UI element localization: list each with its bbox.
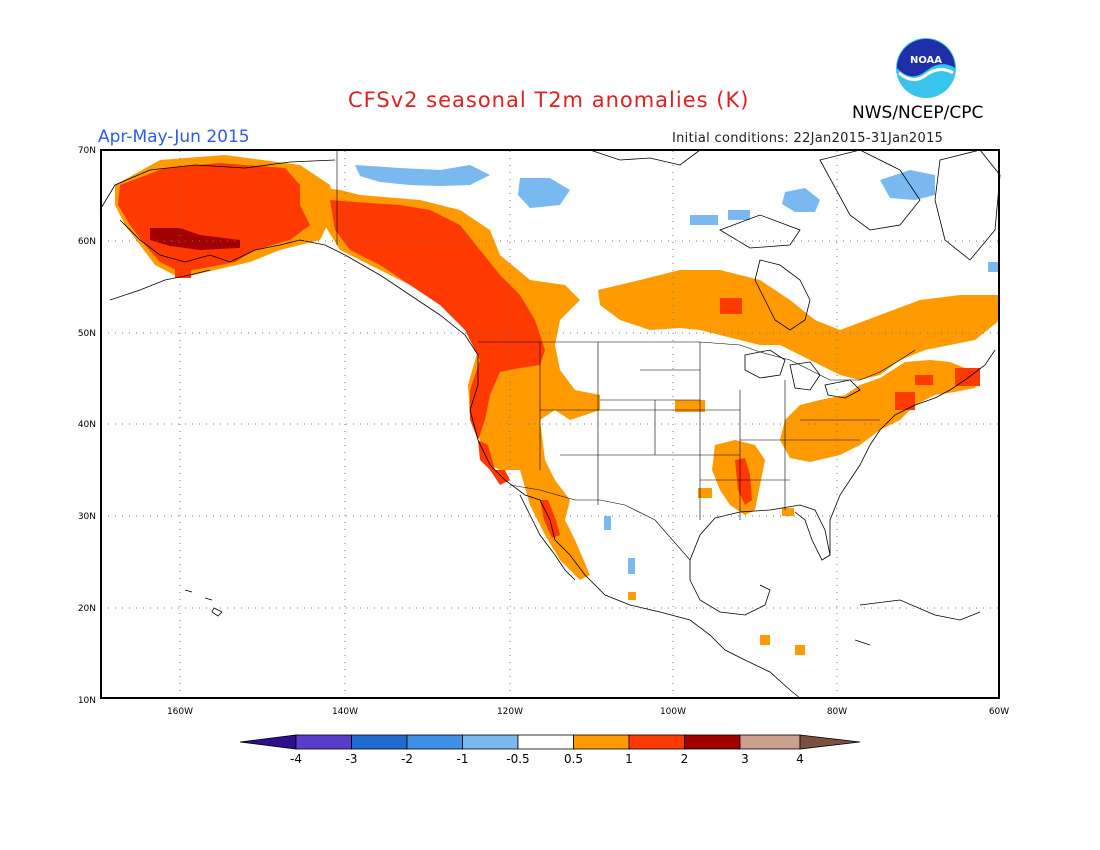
lon-label: 60W xyxy=(989,707,1009,717)
lon-label: 160W xyxy=(167,707,193,717)
colorbar-swatch xyxy=(295,734,352,750)
colorbar-label: -2 xyxy=(401,752,413,766)
lat-label: 30N xyxy=(78,512,96,522)
colorbar-swatch xyxy=(684,734,741,750)
anomaly-mexico-cold-2 xyxy=(628,558,635,574)
anomaly-northeast-red-3 xyxy=(915,375,933,385)
colorbar-label: 1 xyxy=(625,752,633,766)
lon-labels: 160W 140W 120W 100W 80W 60W xyxy=(167,707,1009,717)
forecast-period: Apr-May-Jun 2015 xyxy=(98,127,250,147)
colorbar-labels: -4 -3 -2 -1 -0.5 0.5 1 2 3 4 xyxy=(290,752,804,766)
anomaly-arctic-cold-7 xyxy=(988,262,998,272)
noaa-logo: NOAA xyxy=(896,38,956,98)
lon-label: 120W xyxy=(497,707,523,717)
anomaly-shading xyxy=(115,155,1000,655)
lon-label: 140W xyxy=(332,707,358,717)
anomaly-speck-1 xyxy=(698,488,712,498)
anomaly-arctic-cold-4 xyxy=(728,210,750,220)
anomaly-northeast-us xyxy=(780,360,980,462)
anomaly-arctic-cold-6 xyxy=(880,170,935,200)
anomaly-arctic-cold-1 xyxy=(355,165,490,186)
colorbar-swatch xyxy=(628,734,685,750)
colorbar-label: -3 xyxy=(346,752,358,766)
anomaly-arctic-cold-2 xyxy=(518,178,570,208)
anomaly-mississippi-red xyxy=(735,458,752,505)
anomaly-central-canada-red xyxy=(720,298,742,314)
colorbar-label: 2 xyxy=(681,752,689,766)
political-borders xyxy=(336,150,916,561)
initial-conditions: Initial conditions: 22Jan2015-31Jan2015 xyxy=(672,131,944,146)
colorbar-label: -0.5 xyxy=(506,752,529,766)
lat-label: 50N xyxy=(78,329,96,339)
lat-label: 70N xyxy=(78,146,96,156)
colorbar xyxy=(239,734,861,750)
anomaly-speck-4 xyxy=(795,645,805,655)
lat-lon-grid xyxy=(101,151,999,698)
lat-labels: 70N 60N 50N 40N 30N 20N 10N xyxy=(78,146,96,706)
chart-title: CFSv2 seasonal T2m anomalies (K) xyxy=(348,88,750,112)
anomaly-california-red xyxy=(478,440,510,485)
anomaly-alaska-red xyxy=(118,163,310,272)
colorbar-swatch xyxy=(462,734,519,750)
colorbar-label: -4 xyxy=(290,752,302,766)
colorbar-swatch xyxy=(739,734,801,750)
map-frame xyxy=(100,149,1000,699)
colorbar-swatch xyxy=(573,734,630,750)
coastlines xyxy=(99,149,1001,699)
lat-label: 40N xyxy=(78,420,96,430)
anomaly-speck-5 xyxy=(782,508,794,516)
lat-label: 10N xyxy=(78,696,96,706)
noaa-logo-text: NOAA xyxy=(910,55,942,66)
anomaly-northeast-red-1 xyxy=(955,368,980,386)
lat-label: 60N xyxy=(78,237,96,247)
colorbar-swatch xyxy=(239,734,297,750)
anomaly-aleutians xyxy=(175,268,191,278)
colorbar-label: 3 xyxy=(741,752,749,766)
anomaly-northeast-red-2 xyxy=(895,392,915,410)
colorbar-swatch xyxy=(517,734,574,750)
agency-label: NWS/NCEP/CPC xyxy=(852,103,984,123)
anomaly-arctic-cold-5 xyxy=(782,188,820,212)
anomaly-bc-orange xyxy=(300,185,600,580)
anomaly-speck-3 xyxy=(760,635,770,645)
anomaly-arctic-cold-3 xyxy=(690,215,718,225)
anomaly-speck-2 xyxy=(675,400,705,412)
anomaly-speck-6 xyxy=(628,592,636,600)
colorbar-swatch xyxy=(799,734,861,750)
anomaly-alaska-darkred xyxy=(150,228,240,250)
colorbar-swatch xyxy=(406,734,463,750)
anomaly-bc-red xyxy=(330,200,545,440)
lon-label: 80W xyxy=(827,707,847,717)
colorbar-label: 4 xyxy=(796,752,804,766)
colorbar-swatch xyxy=(351,734,408,750)
anomaly-central-canada xyxy=(598,270,1000,380)
lat-label: 20N xyxy=(78,604,96,614)
anomaly-mexico-cold-1 xyxy=(604,516,611,530)
colorbar-label: 0.5 xyxy=(564,752,583,766)
lon-label: 100W xyxy=(660,707,686,717)
colorbar-label: -1 xyxy=(457,752,469,766)
